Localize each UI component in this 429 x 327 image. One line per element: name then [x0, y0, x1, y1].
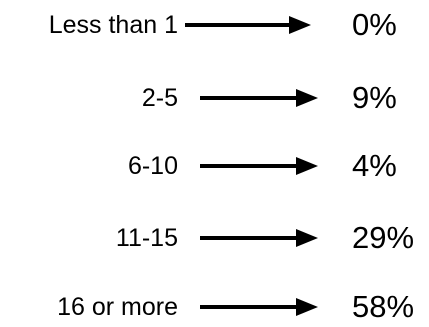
mapping-row: 16 or more 58% [0, 287, 429, 327]
right-arrow-icon [185, 16, 311, 34]
right-arrow-icon [200, 298, 318, 316]
mapping-row: 11-15 29% [0, 218, 429, 258]
mapping-row: Less than 1 0% [0, 5, 429, 45]
row-percent: 58% [352, 289, 415, 324]
right-arrow-icon [200, 89, 318, 107]
row-label: 6-10 [127, 152, 178, 180]
row-percent: 4% [352, 148, 397, 183]
right-arrow-icon [200, 157, 318, 175]
row-percent: 0% [352, 7, 397, 42]
row-percent: 29% [352, 220, 415, 255]
row-label: Less than 1 [48, 11, 178, 39]
row-label: 11-15 [115, 224, 178, 252]
row-label: 2-5 [141, 84, 178, 112]
mapping-row: 2-5 9% [0, 78, 429, 118]
right-arrow-icon [200, 229, 318, 247]
row-label: 16 or more [57, 293, 178, 321]
mapping-row: 6-10 4% [0, 146, 429, 186]
row-percent: 9% [352, 80, 397, 115]
